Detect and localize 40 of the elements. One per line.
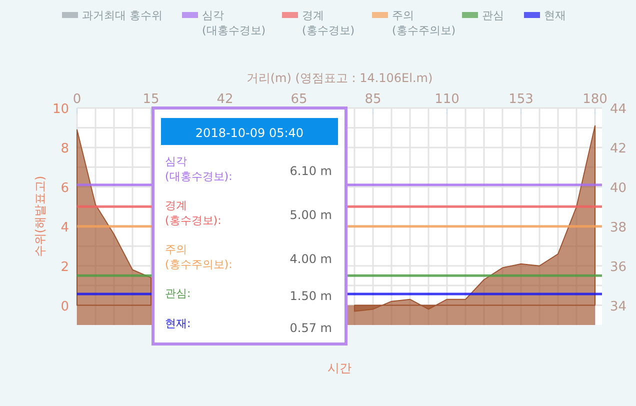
y-tick-label: 10 xyxy=(52,102,69,117)
x-tick-label: 15 xyxy=(142,92,160,107)
x-tick-label: 110 xyxy=(434,92,460,107)
x-tick-label: 153 xyxy=(508,92,534,107)
y2-tick-label: 42 xyxy=(610,141,627,156)
annotation: 1.50 m xyxy=(290,289,332,303)
x2-axis-title: 거리(m) (영점표고 : 14.106El.m) xyxy=(246,71,433,85)
x-tick-label: 0 xyxy=(72,92,82,107)
legend-label: 경계 (홍수경보) xyxy=(302,9,355,37)
x-tick-label: 42 xyxy=(216,92,234,107)
y2-tick-label: 34 xyxy=(610,299,627,314)
x-tick-label: 85 xyxy=(364,92,382,107)
y-tick-label: 2 xyxy=(60,260,69,275)
annotation: 주의 (홍수주의보): xyxy=(165,243,232,271)
y2-tick-label: 36 xyxy=(610,260,627,275)
annotation: 6.10 m xyxy=(290,164,332,178)
annotation: 경계 (홍수경보): xyxy=(165,199,222,227)
x-tick-label: 65 xyxy=(290,92,308,107)
y-axis-title: 수위(해발표고) xyxy=(33,176,47,258)
y2-tick-label: 38 xyxy=(610,220,627,236)
annotation: 5.00 m xyxy=(290,208,332,222)
y-tick-label: 4 xyxy=(60,220,69,236)
y2-tick-label: 44 xyxy=(610,102,627,117)
x-tick-label: 180 xyxy=(582,92,608,107)
legend-label: 과거최대 홍수위 xyxy=(82,9,162,22)
legend-label: 심각 (대홍수경보) xyxy=(202,9,266,37)
annotation: 현재: xyxy=(165,317,191,330)
y2-tick-label: 40 xyxy=(610,180,627,196)
y-tick-label: 6 xyxy=(60,180,69,196)
y-tick-label: 8 xyxy=(60,141,69,156)
annotation: 0.57 m xyxy=(290,321,332,335)
y-tick-label: 0 xyxy=(60,299,69,314)
annotation: 2018-10-09 05:40 xyxy=(195,126,304,140)
legend-label: 주의 (홍수주의보) xyxy=(392,9,456,37)
legend-label: 현재 xyxy=(544,9,566,22)
legend-label: 관심 xyxy=(482,9,504,22)
annotation: 4.00 m xyxy=(290,252,332,266)
annotation: 심각 (대홍수경보): xyxy=(165,155,232,183)
x-axis-title: 시간 xyxy=(328,361,352,375)
annotation: 관심: xyxy=(165,287,191,300)
